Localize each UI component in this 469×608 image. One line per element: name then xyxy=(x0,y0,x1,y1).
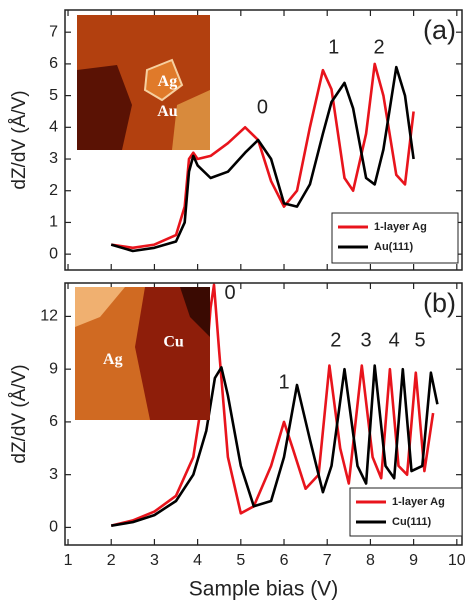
y-tick-label: 7 xyxy=(49,23,58,40)
inset-label: Au xyxy=(157,103,178,120)
x-tick-label: 10 xyxy=(448,552,466,569)
x-tick-label: 1 xyxy=(64,552,73,569)
x-tick-label: 8 xyxy=(366,552,375,569)
y-tick-label: 1 xyxy=(49,214,58,231)
y-axis-label: dZ/dV (Å/V) xyxy=(9,90,30,189)
annotation: 0 xyxy=(257,97,268,119)
inset-label: Ag xyxy=(158,73,178,90)
y-tick-label: 5 xyxy=(49,87,58,104)
annotation: 2 xyxy=(330,329,341,351)
x-tick-label: 7 xyxy=(323,552,332,569)
x-tick-label: 2 xyxy=(107,552,116,569)
annotation: 5 xyxy=(415,329,426,351)
legend-label: 1-layer Ag xyxy=(374,221,427,233)
x-tick-label: 9 xyxy=(409,552,418,569)
y-tick-label: 6 xyxy=(49,55,58,72)
inset-label: Cu xyxy=(163,334,184,351)
x-axis-label: Sample bias (V) xyxy=(189,578,338,601)
y-axis-label: dZ/dV (Å/V) xyxy=(9,364,30,463)
x-tick-label: 4 xyxy=(193,552,202,569)
y-tick-label: 0 xyxy=(49,519,58,536)
y-tick-label: 6 xyxy=(49,413,58,430)
legend-label: Au(111) xyxy=(374,241,413,253)
x-tick-label: 5 xyxy=(236,552,245,569)
annotation: (b) xyxy=(423,288,456,318)
y-tick-label: 0 xyxy=(49,245,58,262)
annotation: (a) xyxy=(423,15,456,45)
y-tick-label: 3 xyxy=(49,150,58,167)
panel: 0 1 2 3 4 5 6 7 dZ/dV (Å/V) Ag Au (a) 0 1 2 1-layer Ag A… xyxy=(9,10,462,270)
annotation: 4 xyxy=(389,329,400,351)
y-tick-label: 3 xyxy=(49,466,58,483)
x-tick-label: 3 xyxy=(150,552,159,569)
legend-label: 1-layer Ag xyxy=(392,496,445,508)
legend-label: Cu(111) xyxy=(392,516,431,528)
annotation: 0 xyxy=(224,282,235,304)
inset-label: Ag xyxy=(103,351,123,368)
y-tick-label: 9 xyxy=(49,360,58,377)
x-tick-label: 6 xyxy=(280,552,289,569)
annotation: 1 xyxy=(328,36,339,58)
annotation: 1 xyxy=(278,372,289,394)
y-tick-label: 4 xyxy=(49,119,58,136)
y-tick-label: 12 xyxy=(40,308,58,325)
annotation: 3 xyxy=(361,329,372,351)
y-tick-label: 2 xyxy=(49,182,58,199)
figure: 01234567dZ/dV (Å/V)AgAu(a)0121-layer AgA… xyxy=(0,0,469,608)
annotation: 2 xyxy=(373,36,384,58)
